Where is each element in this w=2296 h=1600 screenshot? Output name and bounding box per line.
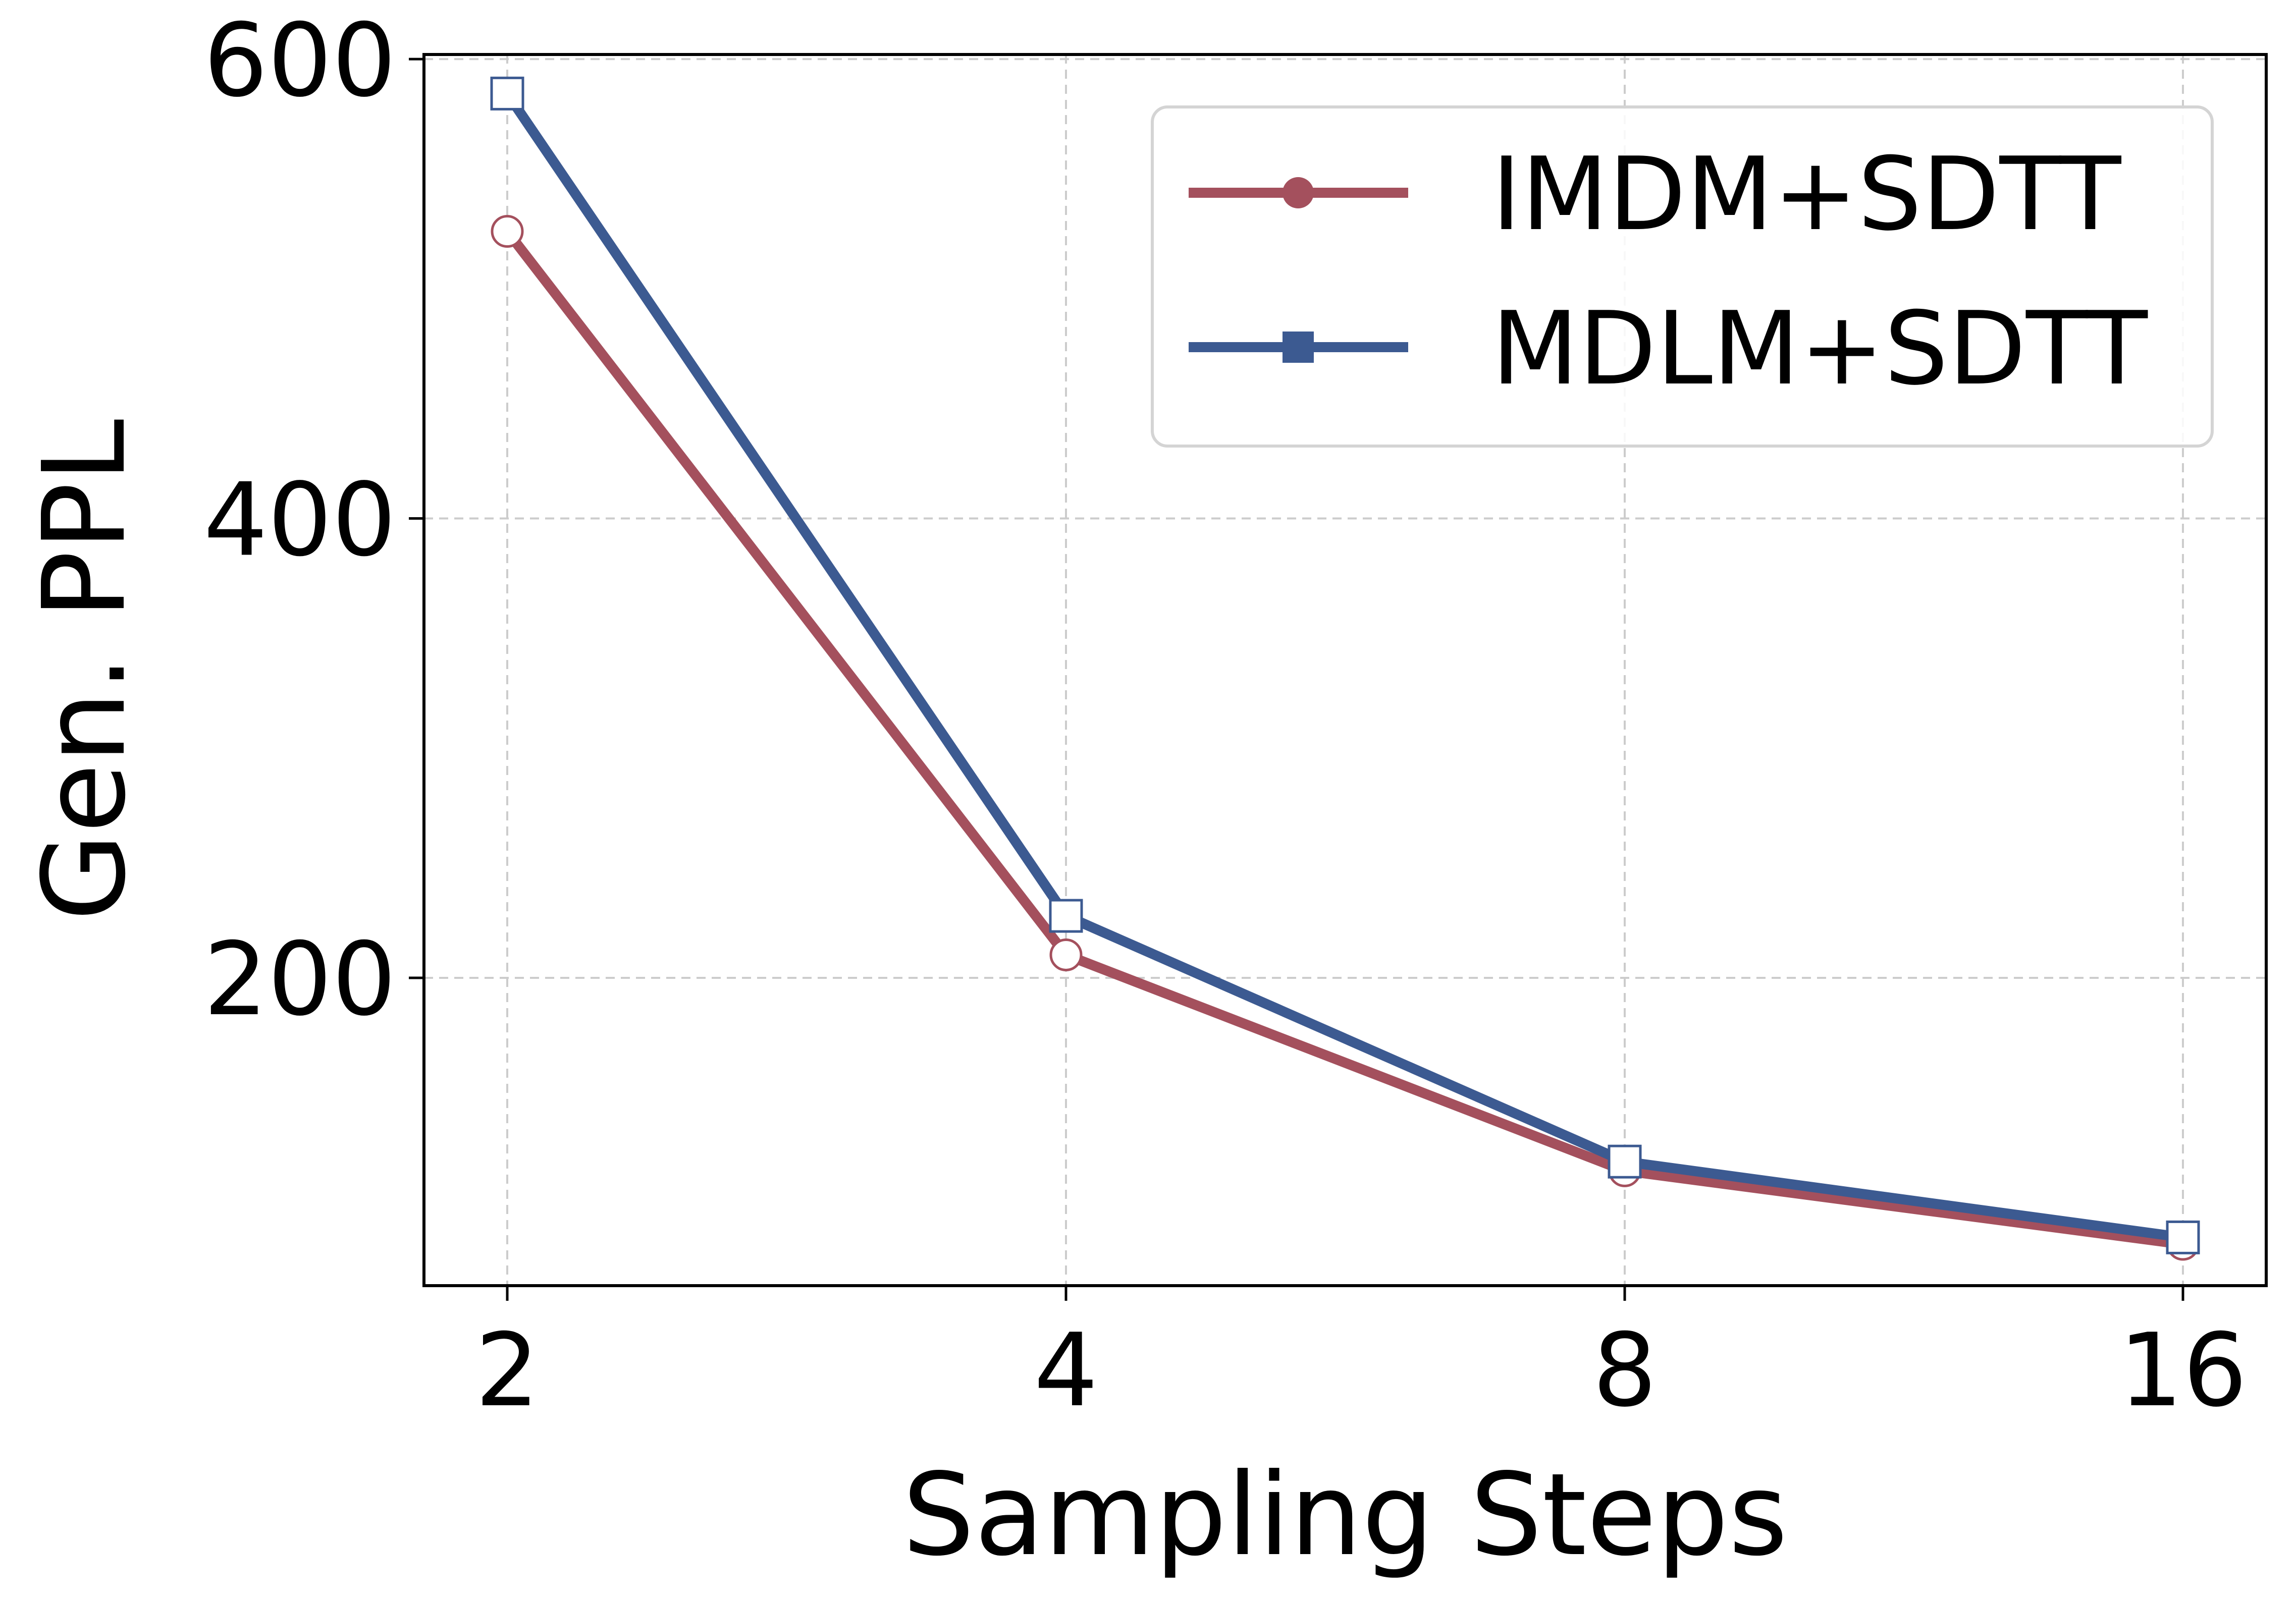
y-tick-label: 400 — [203, 462, 396, 579]
series-1-point — [1049, 938, 1083, 971]
series-2-point — [1049, 899, 1083, 933]
y-tick-label: 600 — [203, 2, 396, 120]
y-tick-label: 200 — [203, 921, 396, 1038]
series-line-1 — [503, 228, 2184, 1249]
legend-label-1: IMDM+SDTT — [1491, 136, 2121, 253]
legend: IMDM+SDTT MDLM+SDTT — [1151, 105, 2214, 448]
legend-marker-2 — [1283, 332, 1314, 363]
legend-box — [1151, 105, 2214, 448]
x-tick-label: 2 — [475, 1312, 539, 1429]
series-2-point — [2166, 1220, 2200, 1254]
x-tick-label: 8 — [1592, 1312, 1657, 1429]
x-tick-label: 4 — [1034, 1312, 1098, 1429]
series-2-point — [490, 76, 524, 111]
series-1-point — [491, 215, 524, 248]
series-2-point — [1608, 1144, 1642, 1179]
y-axis: 200 400 600 — [203, 2, 424, 1038]
x-tick-label: 16 — [2119, 1312, 2248, 1429]
plot-frame — [422, 53, 2268, 1287]
y-axis-label: Gen. PPL — [19, 419, 151, 921]
legend-marker-1 — [1283, 177, 1314, 208]
legend-label-2: MDLM+SDTT — [1491, 290, 2148, 408]
x-axis: 2 4 8 16 — [475, 1286, 2247, 1429]
x-axis-label: Sampling Steps — [902, 1449, 1788, 1581]
series-layer — [490, 76, 2200, 1261]
series-line-2 — [503, 90, 2184, 1243]
